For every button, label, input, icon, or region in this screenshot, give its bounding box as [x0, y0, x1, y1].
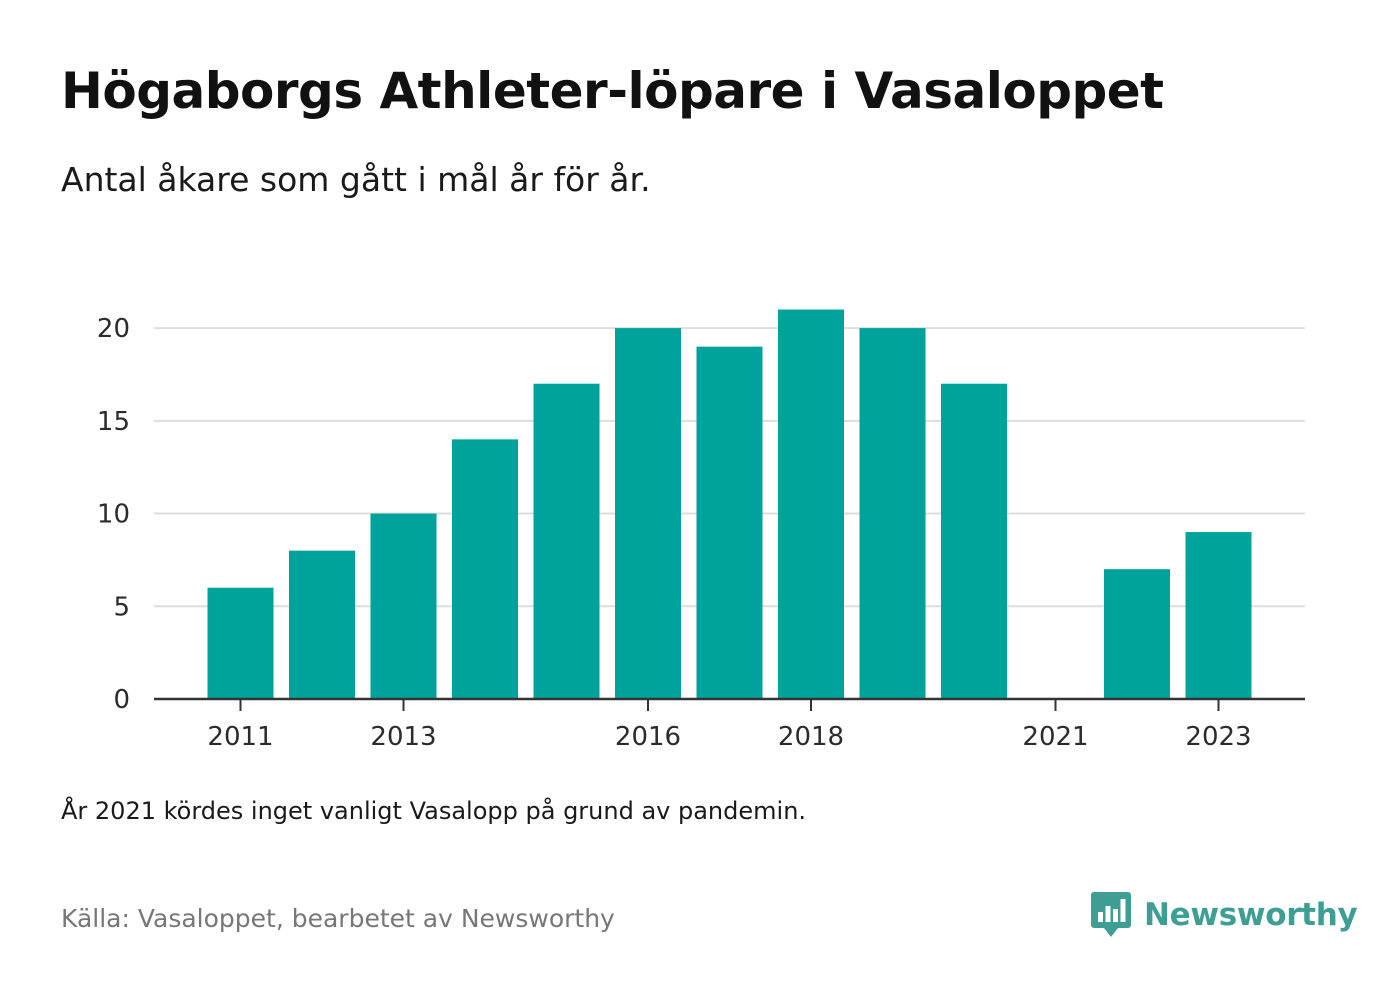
y-tick-label: 5: [113, 592, 130, 622]
bar-2013: [370, 513, 437, 699]
chart-title: Högaborgs Athleter-löpare i Vasaloppet: [61, 62, 1164, 120]
bar-2022: [1104, 569, 1170, 699]
newsworthy-chart-bubble-icon: [1091, 892, 1131, 937]
bar-2020: [941, 383, 1007, 699]
bar-2016: [615, 328, 681, 699]
bar-2015: [533, 383, 600, 699]
x-tick-label: 2013: [370, 722, 436, 752]
x-tick-label: 2021: [1022, 722, 1088, 752]
bar-2017: [696, 346, 763, 699]
x-tick-label: 2016: [615, 722, 681, 752]
bar-2011: [207, 587, 274, 699]
y-tick-label: 15: [97, 407, 130, 437]
y-tick-label: 0: [113, 685, 130, 715]
bar-2014: [452, 439, 518, 699]
x-tick-label: 2011: [207, 722, 273, 752]
bar-2019: [859, 328, 926, 699]
y-tick-label: 10: [97, 500, 130, 530]
bar-2018: [778, 309, 844, 699]
brand-name: Newsworthy: [1144, 897, 1358, 933]
source-label: Källa: Vasaloppet, bearbetet av Newswort…: [61, 904, 615, 933]
x-tick-label: 2023: [1185, 722, 1251, 752]
bar-2012: [289, 550, 355, 699]
x-tick-label: 2018: [778, 722, 844, 752]
newsworthy-logo: Newsworthy: [1090, 890, 1358, 940]
chart-note: År 2021 kördes inget vanligt Vasalopp på…: [61, 797, 807, 825]
chart-subtitle: Antal åkare som gått i mål år för år.: [61, 160, 651, 199]
y-tick-label: 20: [97, 314, 130, 344]
bar-2023: [1185, 532, 1252, 699]
